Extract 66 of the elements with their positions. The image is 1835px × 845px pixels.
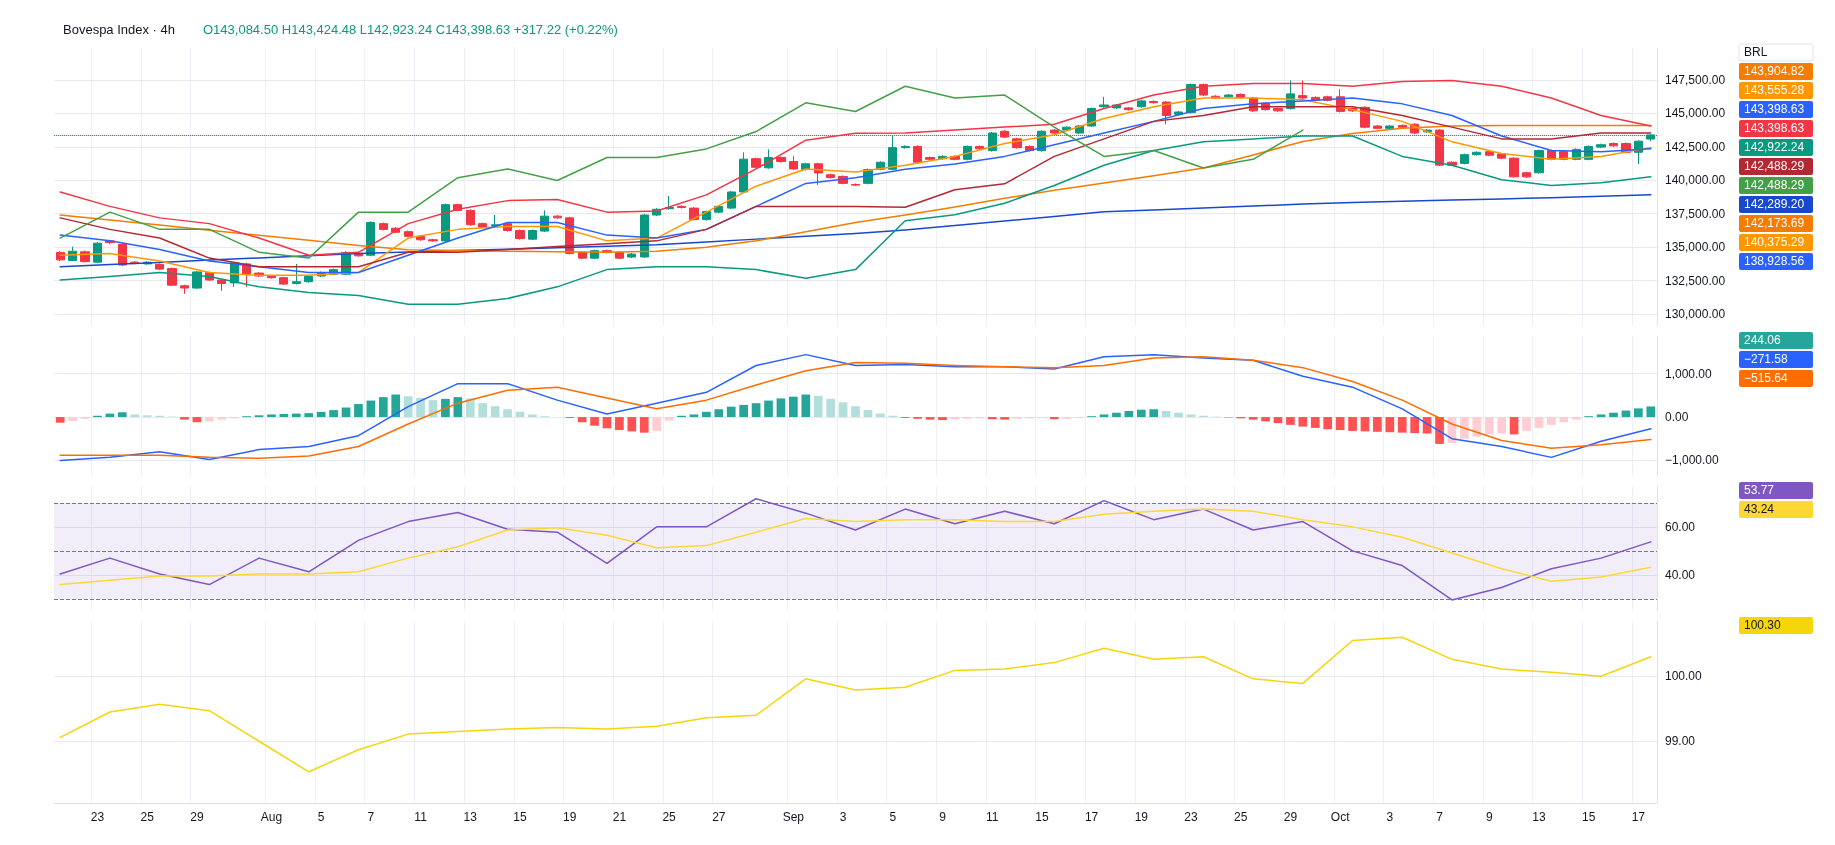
text: 53.77 bbox=[1744, 483, 1775, 497]
y-tick-label: 140,000.00 bbox=[1665, 173, 1726, 188]
x-tick-label: 19 bbox=[1134, 810, 1149, 824]
y-tick-label: −1,000.00 bbox=[1665, 453, 1720, 468]
y-tick-label: 147,500.00 bbox=[1665, 73, 1726, 88]
y-tick-label: 1,000.00 bbox=[1665, 366, 1713, 381]
x-tick-label: 5 bbox=[317, 810, 325, 824]
x-tick-label: 25 bbox=[1234, 810, 1248, 824]
x-tick-label: 25 bbox=[662, 810, 677, 824]
x-tick-label: 17 bbox=[1084, 810, 1099, 824]
y-tick-label: 142,500.00 bbox=[1665, 139, 1726, 154]
x-tick-label: 19 bbox=[563, 810, 577, 824]
x-tick-label: 27 bbox=[712, 810, 726, 824]
text: 143,398.63 bbox=[1744, 102, 1805, 116]
x-tick-label: 15 bbox=[1581, 810, 1596, 824]
x-tick-label: 9 bbox=[939, 810, 947, 824]
text: 143,904.82 bbox=[1744, 64, 1805, 78]
chart-subtitle: O143,084.50 H143,424.48 L142,923.24 C143,398.63 +317.22 (+0.22%) bbox=[203, 22, 618, 37]
x-tick-label: 21 bbox=[612, 810, 627, 824]
y-tick-label: 99.00 bbox=[1665, 734, 1696, 749]
text: BRL bbox=[1744, 45, 1768, 59]
y-tick-label: 60.00 bbox=[1665, 519, 1696, 534]
x-tick-label: Oct bbox=[1330, 810, 1351, 824]
x-tick-label: 13 bbox=[1532, 810, 1546, 824]
text: 244.06 bbox=[1744, 333, 1782, 347]
text: 142,922.24 bbox=[1744, 140, 1805, 154]
text: 138,928.56 bbox=[1744, 254, 1805, 268]
text: 100.30 bbox=[1744, 618, 1782, 632]
x-tick-label: 23 bbox=[1184, 810, 1199, 824]
text: 140,375.29 bbox=[1744, 235, 1805, 249]
x-tick-label: 17 bbox=[1631, 810, 1646, 824]
y-tick-label: 130,000.00 bbox=[1665, 306, 1726, 321]
x-tick-label: 29 bbox=[1283, 810, 1298, 824]
chart-title: Bovespa Index · 4h bbox=[63, 22, 176, 37]
y-tick-label: 132,500.00 bbox=[1665, 273, 1726, 288]
x-tick-label: 15 bbox=[513, 810, 527, 824]
y-tick-label: 0.00 bbox=[1665, 410, 1689, 425]
y-tick-label: 137,500.00 bbox=[1665, 206, 1726, 221]
x-tick-label: Sep bbox=[782, 810, 805, 824]
text: −271.58 bbox=[1744, 352, 1789, 366]
y-tick-label: 145,000.00 bbox=[1665, 106, 1726, 121]
y-tick-label: 100.00 bbox=[1665, 669, 1703, 684]
text: 142,488.29 bbox=[1744, 178, 1805, 192]
x-tick-label: Aug bbox=[260, 810, 283, 824]
x-tick-label: 11 bbox=[985, 810, 999, 824]
y-tick-label: 40.00 bbox=[1665, 567, 1696, 582]
x-tick-label: 29 bbox=[190, 810, 204, 824]
x-tick-label: 11 bbox=[414, 810, 428, 824]
text: 43.24 bbox=[1744, 502, 1775, 516]
x-tick-label: 23 bbox=[90, 810, 105, 824]
x-tick-label: 7 bbox=[1436, 810, 1444, 824]
text: 142,289.20 bbox=[1744, 197, 1805, 211]
x-tick-label: 9 bbox=[1485, 810, 1493, 824]
x-tick-label: 7 bbox=[367, 810, 375, 824]
x-tick-label: 3 bbox=[1386, 810, 1394, 824]
text: −515.64 bbox=[1744, 371, 1789, 385]
text: 142,173.69 bbox=[1744, 216, 1805, 230]
x-tick-label: 5 bbox=[889, 810, 897, 824]
x-tick-label: 3 bbox=[839, 810, 847, 824]
x-tick-label: 15 bbox=[1035, 810, 1049, 824]
text: 143,398.63 bbox=[1744, 121, 1805, 135]
text: 143,555.28 bbox=[1744, 83, 1805, 97]
y-tick-label: 135,000.00 bbox=[1665, 240, 1726, 255]
x-tick-label: 25 bbox=[140, 810, 155, 824]
text: 142,488.29 bbox=[1744, 159, 1805, 173]
x-tick-label: 13 bbox=[463, 810, 478, 824]
